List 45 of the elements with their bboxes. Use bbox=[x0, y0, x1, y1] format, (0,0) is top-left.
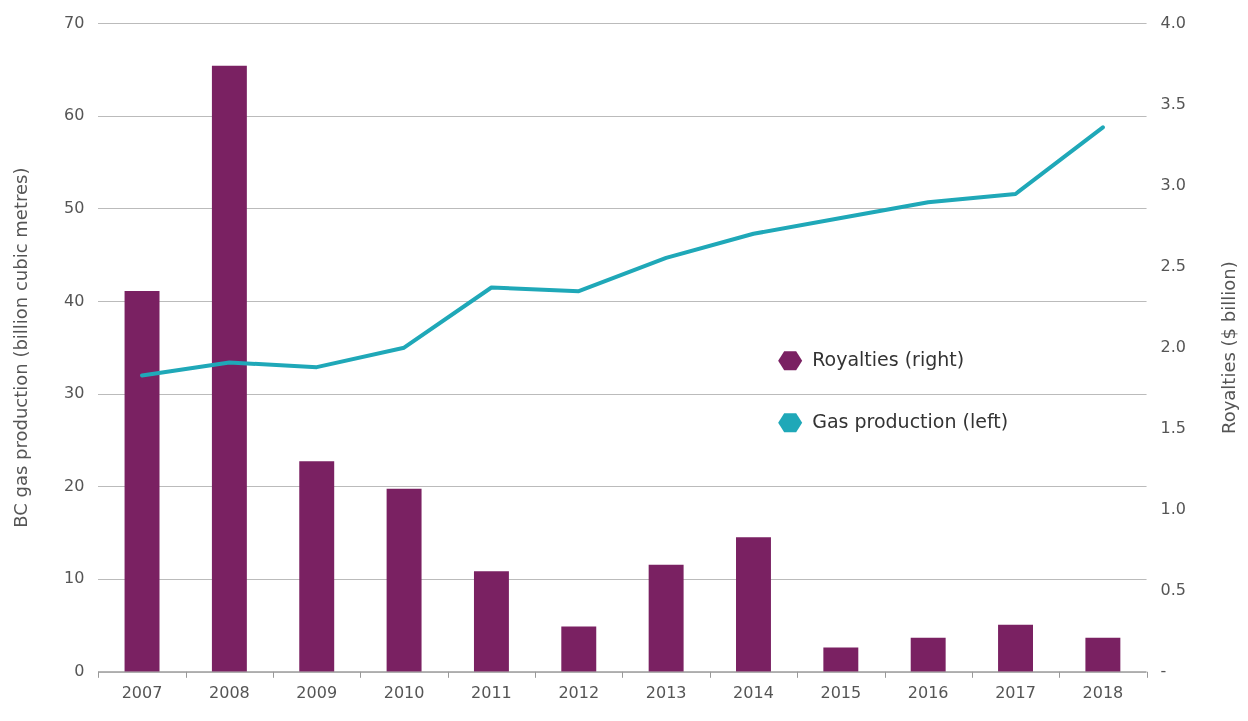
bar bbox=[736, 537, 771, 672]
x-tick-label: 2017 bbox=[995, 682, 1036, 702]
y2-tick-label: 2.0 bbox=[1160, 336, 1187, 356]
bar bbox=[561, 626, 597, 672]
x-tick-label: 2013 bbox=[645, 682, 687, 702]
y-tick-label: 10 bbox=[64, 568, 85, 588]
x-tick-label: 2010 bbox=[383, 682, 425, 702]
legend-label: Gas production (left) bbox=[812, 409, 1009, 432]
y2-tick-label: 2.5 bbox=[1160, 255, 1187, 275]
bar bbox=[386, 488, 422, 672]
y-tick-label: 50 bbox=[64, 197, 85, 217]
bar bbox=[1085, 637, 1121, 672]
y-tick-label: 70 bbox=[64, 12, 85, 32]
bar bbox=[211, 65, 247, 672]
y-tick-label: 0 bbox=[74, 660, 85, 680]
x-tick-label: 2012 bbox=[558, 682, 600, 702]
x-tick-label: 2014 bbox=[733, 682, 774, 702]
x-tick-label: 2011 bbox=[471, 682, 512, 702]
bar bbox=[648, 564, 684, 672]
y2-tick-label: 3.5 bbox=[1160, 93, 1187, 113]
bar bbox=[998, 624, 1033, 672]
x-tick-label: 2018 bbox=[1082, 682, 1124, 702]
x-tick-label: 2009 bbox=[296, 682, 338, 702]
y2-tick-label: 1.0 bbox=[1160, 498, 1187, 518]
y2-tick-label: - bbox=[1160, 660, 1167, 680]
y-tick-label: 20 bbox=[64, 475, 85, 495]
bar bbox=[299, 461, 335, 672]
y-tick-label: 60 bbox=[64, 105, 85, 125]
y-tick-label: 30 bbox=[64, 383, 85, 403]
bar bbox=[124, 290, 160, 672]
bar bbox=[823, 647, 859, 672]
x-tick-label: 2007 bbox=[121, 682, 163, 702]
bar bbox=[473, 571, 509, 672]
y2-axis-title: Royalties ($ billion) bbox=[1217, 261, 1239, 435]
legend-label: Royalties (right) bbox=[812, 347, 965, 370]
y2-tick-label: 3.0 bbox=[1160, 174, 1187, 194]
bar bbox=[910, 637, 946, 672]
y-tick-label: 40 bbox=[64, 290, 85, 310]
y2-tick-label: 4.0 bbox=[1160, 12, 1187, 32]
x-tick-label: 2008 bbox=[209, 682, 250, 702]
y2-tick-label: 0.5 bbox=[1160, 579, 1187, 599]
x-tick-label: 2016 bbox=[907, 682, 949, 702]
y-axis-title: BC gas production (billion cubic metres) bbox=[9, 167, 31, 528]
x-tick-label: 2015 bbox=[820, 682, 862, 702]
y2-tick-label: 1.5 bbox=[1160, 417, 1187, 437]
